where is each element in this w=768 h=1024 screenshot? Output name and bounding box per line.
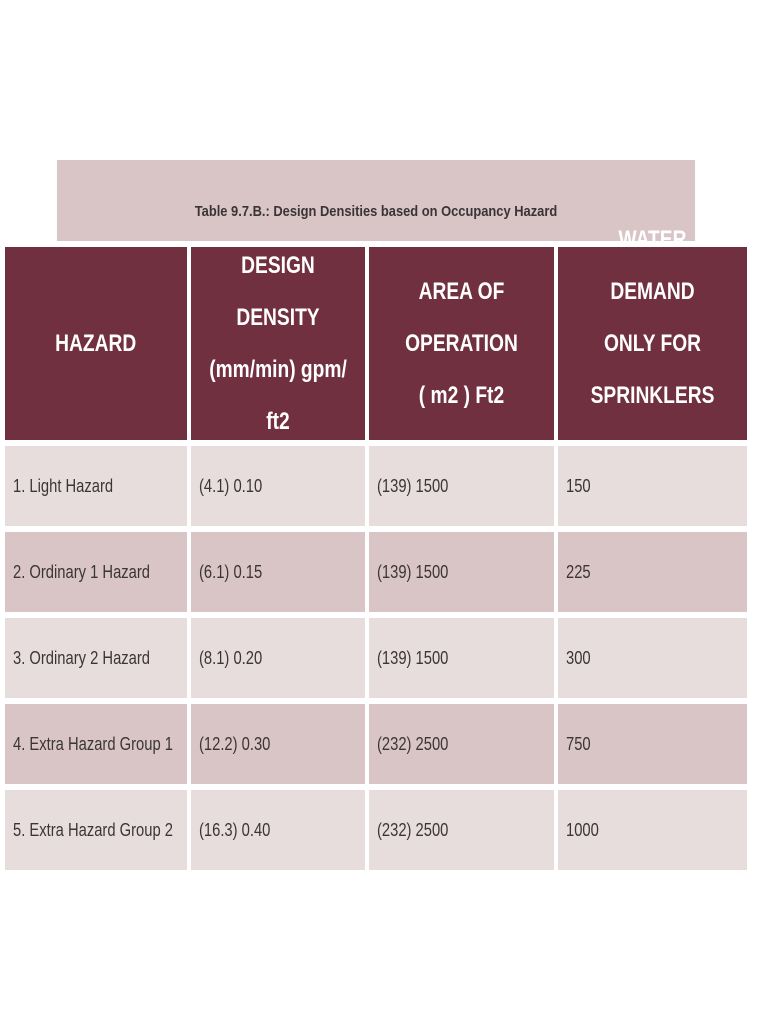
occupancy-hazard-table: Table 9.7.B.: Design Densities based on … bbox=[5, 160, 747, 870]
table-row-4-demand: 750 bbox=[558, 704, 747, 784]
table-row-4-density: (12.2) 0.30 bbox=[191, 704, 365, 784]
table-row-5-density: (16.3) 0.40 bbox=[191, 790, 365, 870]
header-water-demand-label: WATER DEMAND ONLY FOR SPRINKLERS gpm bbox=[590, 225, 715, 461]
table-caption: Table 9.7.B.: Design Densities based on … bbox=[56, 160, 696, 241]
table-row-1-demand: 150 bbox=[558, 446, 747, 526]
header-area-of-operation-label: AREA OF OPERATION ( m2 ) Ft2 bbox=[405, 277, 518, 409]
table-row-3-density: (8.1) 0.20 bbox=[191, 618, 365, 698]
table-row-3-hazard: 3. Ordinary 2 Hazard bbox=[5, 618, 187, 698]
header-area-of-operation: AREA OF OPERATION ( m2 ) Ft2 bbox=[369, 247, 554, 440]
table-row-1-density: (4.1) 0.10 bbox=[191, 446, 365, 526]
table-row-5-demand: 1000 bbox=[558, 790, 747, 870]
table-row-1-area: (139) 1500 bbox=[369, 446, 554, 526]
table-row-2-area: (139) 1500 bbox=[369, 532, 554, 612]
table-row-5-area: (232) 2500 bbox=[369, 790, 554, 870]
table-row-2-hazard: 2. Ordinary 1 Hazard bbox=[5, 532, 187, 612]
header-water-demand: WATER DEMAND ONLY FOR SPRINKLERS gpm bbox=[558, 226, 747, 461]
header-hazard: HAZARD bbox=[5, 247, 187, 440]
table-row-2-demand: 225 bbox=[558, 532, 747, 612]
table-row-4-area: (232) 2500 bbox=[369, 704, 554, 784]
header-design-density-label: DESIGN DENSITY (mm/min) gpm/ ft2 bbox=[209, 251, 347, 435]
table-row-4-hazard: 4. Extra Hazard Group 1 bbox=[5, 704, 187, 784]
table-row-1-hazard: 1. Light Hazard bbox=[5, 446, 187, 526]
table-row-3-demand: 300 bbox=[558, 618, 747, 698]
table-row-5-hazard: 5. Extra Hazard Group 2 bbox=[5, 790, 187, 870]
header-design-density: DESIGN DENSITY (mm/min) gpm/ ft2 bbox=[191, 247, 365, 440]
table-row-2-density: (6.1) 0.15 bbox=[191, 532, 365, 612]
header-hazard-label: HAZARD bbox=[55, 329, 137, 357]
table-row-3-area: (139) 1500 bbox=[369, 618, 554, 698]
